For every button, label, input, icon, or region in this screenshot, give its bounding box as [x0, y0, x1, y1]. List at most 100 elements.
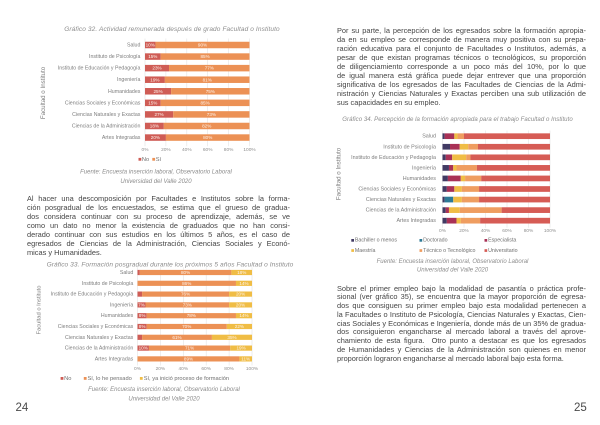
svg-text:86%: 86%	[182, 281, 191, 286]
svg-text:Humanidades: Humanidades	[403, 176, 437, 182]
svg-text:Instituto de Psicología: Instituto de Psicología	[383, 144, 436, 150]
svg-text:60%: 60%	[502, 228, 512, 234]
svg-text:Ingeniería: Ingeniería	[117, 77, 140, 83]
svg-text:No: No	[64, 376, 71, 382]
svg-text:Ciencias Sociales y Económicas: Ciencias Sociales y Económicas	[65, 100, 141, 106]
svg-text:Fuente: Encuesta inserción lab: Fuente: Encuesta inserción laboral, Obse…	[80, 170, 232, 176]
svg-text:Instituto de Psicología: Instituto de Psicología	[82, 281, 133, 287]
svg-text:61%: 61%	[172, 335, 181, 340]
svg-text:Instituto de Educación y Pedag: Instituto de Educación y Pedagogía	[351, 155, 436, 161]
svg-text:8%: 8%	[139, 324, 146, 329]
svg-text:Instituto de Educación y Pedag: Instituto de Educación y Pedagogía	[58, 66, 141, 72]
svg-text:60%: 60%	[201, 366, 211, 372]
svg-text:Salud: Salud	[422, 134, 436, 140]
svg-text:73%: 73%	[183, 302, 192, 307]
svg-text:40%: 40%	[481, 228, 491, 234]
svg-text:Instituto de Educación y Pedag: Instituto de Educación y Pedagogía	[51, 292, 134, 298]
svg-text:Gráfico 32. Actividad remunera: Gráfico 32. Actividad remunerada después…	[64, 26, 280, 33]
svg-text:80%: 80%	[203, 135, 212, 140]
svg-text:8%: 8%	[139, 313, 146, 318]
svg-text:Ciencias Naturales y Exactas: Ciencias Naturales y Exactas	[65, 335, 134, 341]
svg-text:10%: 10%	[146, 43, 155, 48]
svg-text:75%: 75%	[206, 89, 215, 94]
svg-text:Facultad o Instituto: Facultad o Instituto	[37, 286, 43, 335]
svg-text:Sí: Sí	[156, 157, 162, 163]
svg-text:20%: 20%	[459, 228, 469, 234]
svg-text:20%: 20%	[236, 292, 245, 297]
svg-text:60%: 60%	[203, 147, 213, 153]
svg-text:0%: 0%	[134, 366, 142, 372]
svg-text:Doctorado: Doctorado	[423, 238, 447, 244]
svg-text:100%: 100%	[544, 228, 557, 234]
svg-text:10%: 10%	[139, 346, 148, 351]
svg-text:Ingeniería: Ingeniería	[412, 165, 436, 171]
svg-text:70%: 70%	[182, 324, 191, 329]
svg-text:Ciencias de la Administración: Ciencias de la Administración	[366, 208, 436, 214]
svg-text:Técnico o Tecnológico: Técnico o Tecnológico	[423, 248, 475, 254]
svg-text:25%: 25%	[153, 89, 162, 94]
svg-text:81%: 81%	[203, 77, 212, 82]
svg-text:100%: 100%	[243, 147, 256, 153]
svg-text:Artes Integradas: Artes Integradas	[95, 356, 134, 362]
svg-text:Ciencias de la Administración: Ciencias de la Administración	[65, 346, 134, 352]
svg-text:20%: 20%	[236, 302, 245, 307]
svg-text:Facultad o Instituto: Facultad o Instituto	[336, 147, 343, 200]
svg-text:100%: 100%	[246, 366, 259, 372]
svg-text:80%: 80%	[181, 270, 190, 275]
svg-text:35%: 35%	[227, 335, 236, 340]
svg-text:14%: 14%	[239, 313, 248, 318]
svg-text:Bachiller o menos: Bachiller o menos	[355, 238, 397, 244]
svg-text:20%: 20%	[156, 366, 166, 372]
svg-text:Ciencias Sociales y Económicas: Ciencias Sociales y Económicas	[58, 324, 134, 330]
svg-text:40%: 40%	[178, 366, 188, 372]
svg-text:Universitario: Universitario	[488, 248, 517, 254]
svg-text:11%: 11%	[241, 356, 250, 361]
svg-text:Maestría: Maestría	[355, 248, 376, 254]
svg-text:Artes Integradas: Artes Integradas	[102, 135, 141, 141]
svg-text:76%: 76%	[181, 292, 190, 297]
svg-text:Salud: Salud	[120, 270, 134, 276]
svg-text:Humanidades: Humanidades	[108, 89, 141, 95]
svg-text:15%: 15%	[148, 100, 157, 105]
svg-text:Sí, lo he pensado: Sí, lo he pensado	[88, 376, 132, 382]
svg-text:15%: 15%	[148, 54, 157, 59]
svg-text:Instituto de Psicología: Instituto de Psicología	[89, 54, 140, 60]
svg-text:Ciencias Sociales y Económicas: Ciencias Sociales y Económicas	[358, 187, 436, 193]
svg-text:Fuente: Encuesta inserción lab: Fuente: Encuesta inserción laboral, Obse…	[88, 387, 240, 393]
svg-text:27%: 27%	[154, 112, 163, 117]
svg-text:Especialista: Especialista	[488, 238, 516, 244]
svg-text:80%: 80%	[224, 366, 234, 372]
svg-text:Ciencias de la Administración: Ciencias de la Administración	[72, 124, 141, 130]
svg-text:71%: 71%	[185, 346, 194, 351]
svg-text:20%: 20%	[161, 147, 171, 153]
svg-text:19%: 19%	[236, 346, 245, 351]
svg-text:20%: 20%	[151, 135, 160, 140]
svg-text:Sí, ya inició proceso de forma: Sí, ya inició proceso de formación	[144, 376, 229, 382]
svg-text:0%: 0%	[142, 147, 150, 153]
svg-text:Facultad o Instituto: Facultad o Instituto	[40, 66, 47, 119]
svg-text:Universidad del Valle 2020: Universidad del Valle 2020	[128, 397, 200, 403]
svg-text:Universidad del Valle 2020: Universidad del Valle 2020	[417, 268, 489, 274]
svg-text:40%: 40%	[182, 147, 192, 153]
svg-text:80%: 80%	[224, 147, 234, 153]
svg-text:Ciencias Naturales y Exactas: Ciencias Naturales y Exactas	[72, 112, 141, 118]
svg-text:Salud: Salud	[127, 43, 141, 49]
svg-text:Universidad del Valle 2020: Universidad del Valle 2020	[120, 179, 192, 185]
svg-text:Fuente: Encuesta inserción lab: Fuente: Encuesta inserción laboral, Obse…	[377, 259, 529, 265]
svg-text:90%: 90%	[198, 43, 207, 48]
svg-text:No: No	[142, 157, 149, 163]
svg-text:7%: 7%	[138, 302, 145, 307]
svg-text:0%: 0%	[439, 228, 447, 234]
svg-text:Humanidades: Humanidades	[101, 313, 134, 319]
svg-text:85%: 85%	[200, 100, 209, 105]
svg-text:85%: 85%	[200, 54, 209, 59]
svg-text:Gráfico 33. Formación posgradu: Gráfico 33. Formación posgradual durante…	[47, 262, 294, 269]
svg-text:18%: 18%	[237, 270, 246, 275]
svg-text:73%: 73%	[207, 112, 216, 117]
svg-text:18%: 18%	[150, 124, 159, 129]
svg-text:77%: 77%	[205, 66, 214, 71]
svg-text:82%: 82%	[202, 124, 211, 129]
svg-text:89%: 89%	[184, 356, 193, 361]
svg-text:Artes Integradas: Artes Integradas	[396, 218, 436, 224]
svg-text:78%: 78%	[187, 313, 196, 318]
